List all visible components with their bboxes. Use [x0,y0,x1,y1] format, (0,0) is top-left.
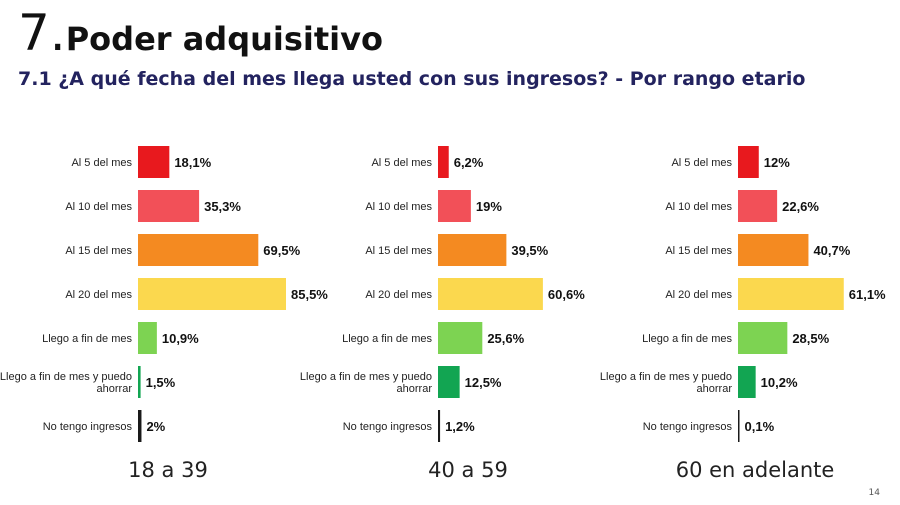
group-label-60-plus: 60 en adelante [675,458,835,482]
value-label: 10,2% [761,375,798,390]
chart-panel-60-plus: Al 5 del mes 12% Al 10 del mes 22,6% Al 15 d… [600,140,900,500]
value-label: 19% [476,199,502,214]
bar [738,366,756,398]
bar [138,322,157,354]
bar [138,146,170,178]
value-label: 10,9% [162,331,199,346]
category-label: Al 20 del mes [365,289,432,301]
bar [738,146,759,178]
chart-panel-18-39: Al 5 del mes 18,1% Al 10 del mes 35,3% Al 15… [0,140,328,500]
bar-chart-40-59: Al 5 del mes 6,2% Al 10 del mes 19% Al 15 de… [300,146,585,442]
category-label: Al 15 del mes [365,245,432,257]
category-label: No tengo ingresos [43,421,133,433]
bar [438,190,471,222]
value-label: 1,2% [445,419,475,434]
bar [738,322,788,354]
value-label: 22,6% [782,199,819,214]
bar [438,234,507,266]
category-label: Llego a fin de mes y puedo ahorrar [600,371,732,395]
bar [738,234,809,266]
category-label: Al 20 del mes [65,289,132,301]
page-title: 7.Poder adquisitivo [18,4,383,62]
category-label: Llego a fin de mes y puedo ahorrar [300,371,432,395]
chart-panel-40-59: Al 5 del mes 6,2% Al 10 del mes 19% Al 15 de… [300,140,600,500]
bar [438,278,543,310]
value-label: 60,6% [548,287,585,302]
category-label: Al 5 del mes [71,157,132,169]
category-label: Al 15 del mes [665,245,732,257]
bar [738,190,778,222]
category-label: Al 10 del mes [665,201,732,213]
bar [438,410,441,442]
bar-chart-18-39: Al 5 del mes 18,1% Al 10 del mes 35,3% Al 15… [0,146,328,442]
value-label: 1,5% [146,375,176,390]
category-label: Al 10 del mes [65,201,132,213]
section-title: Poder adquisitivo [65,20,383,58]
page-number: 14 [868,488,880,498]
category-label: Al 15 del mes [65,245,132,257]
category-label: No tengo ingresos [343,421,433,433]
value-label: 40,7% [813,243,850,258]
category-label: Al 5 del mes [671,157,732,169]
value-label: 12% [764,155,790,170]
value-label: 61,1% [849,287,886,302]
value-label: 39,5% [511,243,548,258]
category-label: Al 20 del mes [665,289,732,301]
bar [138,278,286,310]
value-label: 0,1% [745,419,775,434]
bar [738,410,740,442]
value-label: 6,2% [454,155,484,170]
section-number: 7. [18,4,66,62]
bar-chart-60-plus: Al 5 del mes 12% Al 10 del mes 22,6% Al 15 d… [600,146,886,442]
bar [138,190,200,222]
bar [438,322,483,354]
value-label: 2% [146,419,165,434]
category-label: Llego a fin de mes [642,333,732,345]
value-label: 69,5% [263,243,300,258]
bar [138,234,259,266]
value-label: 25,6% [487,331,524,346]
category-label: Llego a fin de mes [342,333,432,345]
category-label: No tengo ingresos [643,421,733,433]
bar [738,278,844,310]
category-label: Llego a fin de mes [42,333,132,345]
value-label: 18,1% [174,155,211,170]
group-label-40-59: 40 a 59 [428,458,508,482]
group-label-18-39: 18 a 39 [128,458,208,482]
value-label: 12,5% [465,375,502,390]
bar [438,366,460,398]
bar [138,410,142,442]
bar [438,146,449,178]
value-label: 85,5% [291,287,328,302]
value-label: 28,5% [792,331,829,346]
value-label: 35,3% [204,199,241,214]
category-label: Al 10 del mes [365,201,432,213]
category-label: Llego a fin de mes y puedo ahorrar [0,371,132,395]
category-label: Al 5 del mes [371,157,432,169]
chart-subtitle: 7.1 ¿A qué fecha del mes llega usted con… [18,68,806,90]
bar [138,366,141,398]
